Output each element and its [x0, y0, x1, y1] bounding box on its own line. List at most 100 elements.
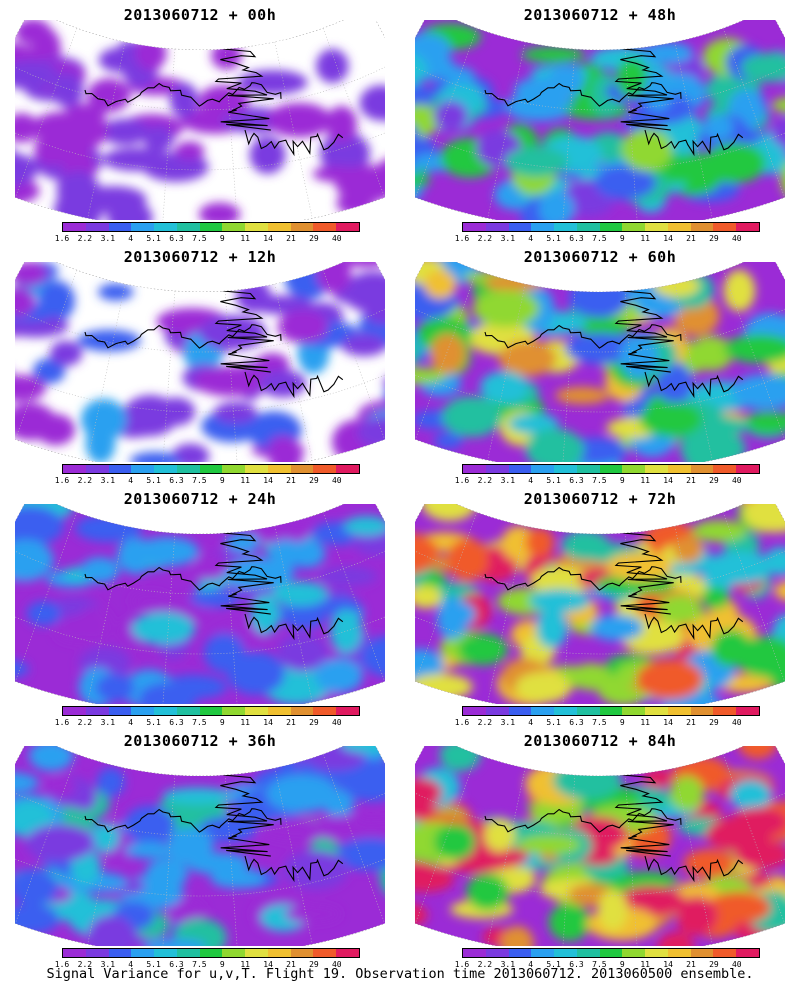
variance-map	[415, 20, 785, 220]
colorbar-tick-label: 3.1	[500, 718, 516, 727]
colorbar-tick-label: 11	[640, 234, 651, 243]
colorbar-swatch	[713, 223, 737, 231]
colorbar-tick-label: 6.3	[169, 960, 184, 969]
colorbar-swatch	[576, 707, 600, 715]
colorbar-swatch	[290, 949, 314, 957]
colorbar-tick-label: 11	[240, 476, 251, 485]
colorbar-swatch	[131, 465, 155, 473]
colorbar-tick-label: 7.5	[192, 476, 207, 485]
colorbar-tick-label: 40	[331, 476, 342, 485]
colorbar-swatch	[554, 707, 577, 715]
forecast-panel: 2013060712 + 36h 1.6 2.2 3.1 4 5.1 6.3 7.5 9 11 14…	[0, 726, 400, 969]
colorbar-tick-label: 21	[686, 476, 696, 485]
colorbar	[62, 706, 360, 716]
colorbar-tick-label: 3.1	[100, 718, 116, 727]
colorbar-swatch	[554, 949, 577, 957]
colorbar-tick-label: 40	[331, 960, 342, 969]
colorbar-tick-label: 29	[309, 960, 319, 969]
colorbar-tick-label: 11	[240, 234, 251, 243]
colorbar-swatch	[245, 465, 268, 473]
colorbar-tick-label: 21	[286, 960, 296, 969]
colorbar-swatch	[313, 949, 337, 957]
colorbar	[62, 222, 360, 232]
colorbar-tick-label: 2.2	[477, 234, 493, 243]
colorbar-tick-label: 3.1	[500, 476, 516, 485]
colorbar-tick-label: 7.5	[592, 718, 607, 727]
colorbar-swatch	[485, 949, 509, 957]
colorbar-tick-label: 5.1	[546, 476, 561, 485]
coastline	[484, 281, 744, 399]
colorbar-swatch	[245, 949, 268, 957]
colorbar-swatch	[176, 949, 200, 957]
colorbar	[62, 948, 360, 958]
colorbar-swatch	[336, 949, 359, 957]
colorbar-swatch	[313, 707, 337, 715]
colorbar-tick-label: 29	[309, 234, 319, 243]
colorbar-swatch	[463, 465, 486, 473]
colorbar-swatch	[508, 465, 532, 473]
coastline	[84, 523, 344, 641]
forecast-panel: 2013060712 + 84h 1.6 2.2 3.1 4 5.1 6.3 7.5 9 11 14…	[400, 726, 800, 969]
colorbar-swatch	[154, 223, 177, 231]
colorbar	[462, 464, 760, 474]
colorbar-swatch	[176, 223, 200, 231]
colorbar-tick-label: 6.3	[569, 476, 584, 485]
colorbar-tick-label: 5.1	[146, 234, 161, 243]
colorbar-swatch	[63, 949, 86, 957]
colorbar-tick-label: 40	[331, 234, 342, 243]
colorbar-tick-label: 29	[709, 234, 719, 243]
colorbar-swatch	[63, 465, 86, 473]
colorbar-labels: 1.6 2.2 3.1 4 5.1 6.3 7.5 9 11 14 21 29 40	[455, 718, 775, 728]
colorbar-swatch	[85, 223, 109, 231]
colorbar-swatch	[690, 949, 714, 957]
colorbar-swatch	[531, 223, 555, 231]
figure-caption: Signal Variance for u,v,T. Flight 19. Ob…	[46, 966, 754, 982]
colorbar-swatch	[554, 223, 577, 231]
colorbar-swatch	[176, 707, 200, 715]
colorbar-swatch	[531, 707, 555, 715]
colorbar-swatch	[485, 223, 509, 231]
colorbar-tick-label: 5.1	[546, 960, 561, 969]
colorbar-tick-label: 4	[528, 960, 534, 969]
colorbar-tick-label: 14	[263, 234, 273, 243]
colorbar-tick-label: 21	[686, 718, 696, 727]
colorbar-tick-label: 2.2	[477, 960, 493, 969]
colorbar-tick-label: 9	[219, 234, 225, 243]
colorbar-tick-label: 40	[731, 960, 742, 969]
coastline	[484, 765, 744, 883]
colorbar	[462, 706, 760, 716]
colorbar-tick-label: 6.3	[569, 718, 584, 727]
colorbar-swatch	[85, 465, 109, 473]
colorbar-swatch	[713, 707, 737, 715]
colorbar-tick-label: 6.3	[569, 234, 584, 243]
colorbar-tick-label: 11	[240, 960, 251, 969]
colorbar-tick-label: 21	[686, 960, 696, 969]
colorbar-swatch	[222, 707, 246, 715]
colorbar-labels: 1.6 2.2 3.1 4 5.1 6.3 7.5 9 11 14 21 29 40	[55, 718, 375, 728]
colorbar-swatch	[599, 949, 623, 957]
colorbar-tick-label: 40	[331, 718, 342, 727]
colorbar-tick-label: 1.6	[454, 476, 470, 485]
forecast-panel: 2013060712 + 12h 1.6 2.2 3.1 4 5.1 6.3 7.5 9 11 14…	[0, 242, 400, 485]
colorbar-tick-label: 1.6	[454, 718, 470, 727]
colorbar-tick-label: 4	[128, 718, 134, 727]
colorbar-tick-label: 14	[263, 476, 273, 485]
colorbar-tick-label: 4	[528, 718, 534, 727]
colorbar-tick-label: 6.3	[569, 960, 584, 969]
colorbar-tick-label: 1.6	[54, 718, 70, 727]
colorbar-tick-label: 3.1	[100, 476, 116, 485]
colorbar-swatch	[131, 707, 155, 715]
colorbar-tick-label: 5.1	[546, 718, 561, 727]
colorbar-swatch	[85, 707, 109, 715]
colorbar-swatch	[531, 949, 555, 957]
colorbar-tick-label: 21	[286, 234, 296, 243]
colorbar-tick-label: 7.5	[592, 960, 607, 969]
colorbar-tick-label: 29	[309, 476, 319, 485]
colorbar-tick-label: 5.1	[146, 476, 161, 485]
colorbar-swatch	[667, 949, 691, 957]
colorbar-labels: 1.6 2.2 3.1 4 5.1 6.3 7.5 9 11 14 21 29 40	[455, 476, 775, 486]
coastline	[84, 765, 344, 883]
colorbar-tick-label: 1.6	[54, 960, 70, 969]
variance-map	[415, 746, 785, 946]
coastline	[484, 523, 744, 641]
